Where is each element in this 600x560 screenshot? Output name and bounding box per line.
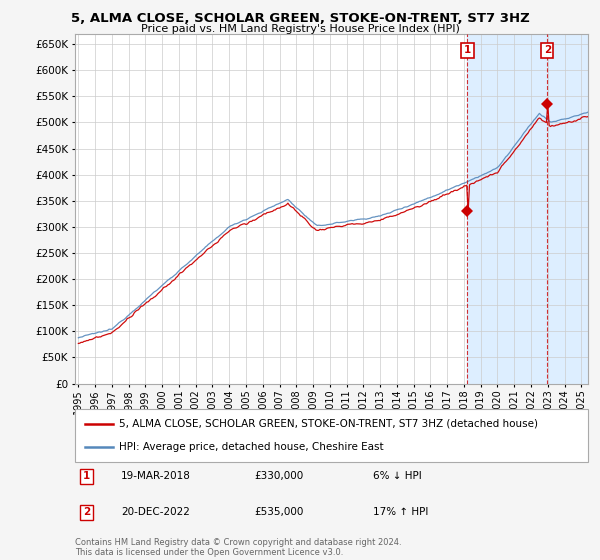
Text: HPI: Average price, detached house, Cheshire East: HPI: Average price, detached house, Ches…: [119, 442, 383, 452]
Text: 5, ALMA CLOSE, SCHOLAR GREEN, STOKE-ON-TRENT, ST7 3HZ (detached house): 5, ALMA CLOSE, SCHOLAR GREEN, STOKE-ON-T…: [119, 419, 538, 429]
Text: Contains HM Land Registry data © Crown copyright and database right 2024.
This d: Contains HM Land Registry data © Crown c…: [75, 538, 401, 557]
Text: 17% ↑ HPI: 17% ↑ HPI: [373, 507, 428, 517]
Text: 2: 2: [544, 45, 551, 55]
Text: 2: 2: [83, 507, 90, 517]
Text: 1: 1: [464, 45, 471, 55]
Text: £535,000: £535,000: [254, 507, 304, 517]
Text: 1: 1: [83, 471, 90, 481]
Text: 6% ↓ HPI: 6% ↓ HPI: [373, 471, 421, 481]
Text: 5, ALMA CLOSE, SCHOLAR GREEN, STOKE-ON-TRENT, ST7 3HZ: 5, ALMA CLOSE, SCHOLAR GREEN, STOKE-ON-T…: [71, 12, 529, 25]
Text: Price paid vs. HM Land Registry's House Price Index (HPI): Price paid vs. HM Land Registry's House …: [140, 24, 460, 34]
Bar: [467, 34, 590, 384]
Text: 20-DEC-2022: 20-DEC-2022: [121, 507, 190, 517]
Text: £330,000: £330,000: [254, 471, 304, 481]
FancyBboxPatch shape: [75, 409, 588, 462]
Text: 19-MAR-2018: 19-MAR-2018: [121, 471, 191, 481]
